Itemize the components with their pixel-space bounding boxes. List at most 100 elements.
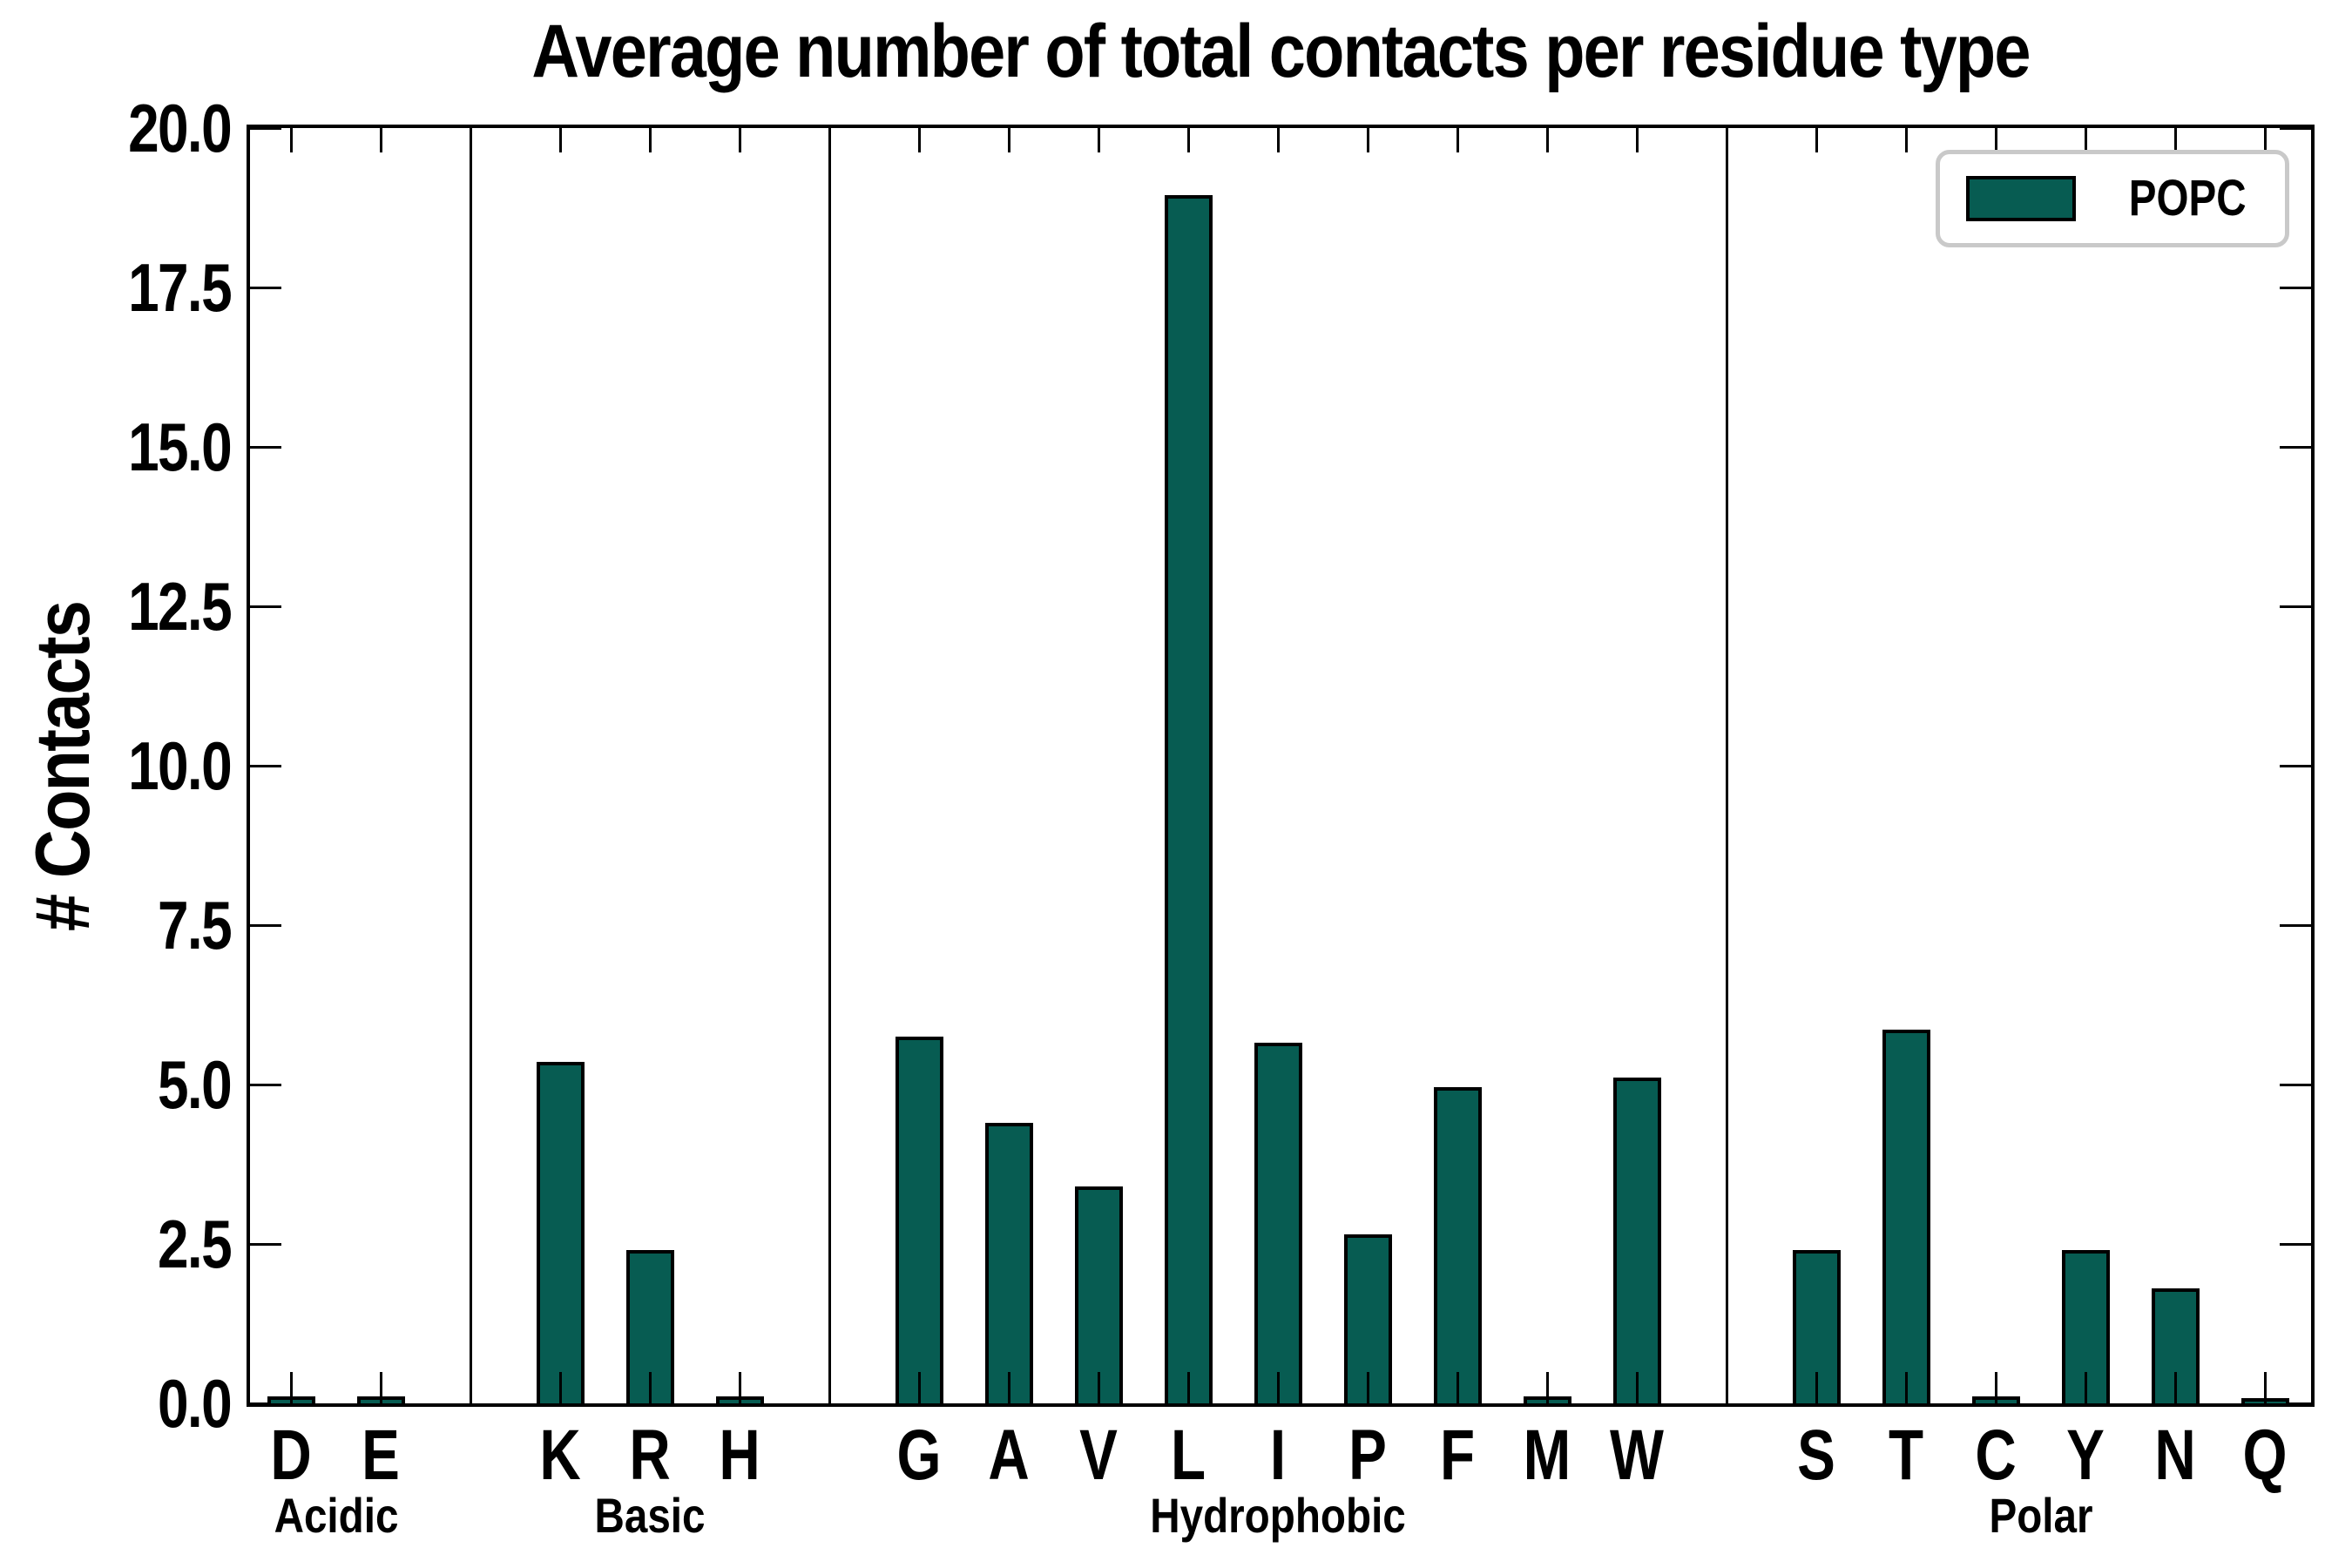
x-tick-label-Q: Q <box>2242 1416 2288 1495</box>
bar-L <box>1164 195 1213 1403</box>
y-major-tick <box>2280 764 2311 767</box>
x-bar-tick-top <box>1815 128 1818 152</box>
y-major-tick <box>250 286 281 289</box>
x-tick-label-L: L <box>1170 1416 1206 1495</box>
y-major-tick <box>250 445 281 449</box>
bar-G <box>895 1037 943 1403</box>
y-major-tick <box>2280 1242 2311 1246</box>
x-bar-tick <box>1276 1372 1280 1403</box>
bar-K <box>536 1062 585 1403</box>
y-tick-label: 15.0 <box>128 409 233 485</box>
bar-T <box>1882 1030 1930 1403</box>
x-tick-label-H: H <box>719 1416 760 1495</box>
plot-area: POPC <box>247 125 2315 1407</box>
x-tick-label-M: M <box>1523 1416 1571 1495</box>
x-bar-tick <box>1545 1372 1549 1403</box>
x-bar-tick <box>2084 1372 2087 1403</box>
x-bar-tick-top <box>1186 128 1190 152</box>
x-bar-tick-top <box>1545 128 1549 152</box>
y-major-tick <box>250 923 281 927</box>
x-bar-tick-top <box>2173 128 2177 152</box>
x-bar-tick-top <box>1994 128 1997 152</box>
x-bar-tick <box>1635 1372 1639 1403</box>
x-tick-label-A: A <box>988 1416 1030 1495</box>
bar-A <box>984 1123 1033 1403</box>
x-tick-label-F: F <box>1439 1416 1476 1495</box>
x-bar-tick <box>1007 1372 1010 1403</box>
x-bar-tick <box>1186 1372 1190 1403</box>
x-bar-tick <box>1994 1372 1997 1403</box>
y-major-tick <box>250 1242 281 1246</box>
x-bar-tick-top <box>1904 128 1908 152</box>
y-major-tick <box>2280 605 2311 608</box>
y-major-tick <box>250 1083 281 1086</box>
group-label-basic: Basic <box>594 1488 706 1543</box>
x-bar-tick-top <box>289 128 293 152</box>
group-separator <box>828 128 831 1403</box>
x-bar-tick-top <box>1366 128 1369 152</box>
y-tick-label: 17.5 <box>128 249 233 326</box>
group-separator <box>469 128 472 1403</box>
x-bar-tick <box>2173 1372 2177 1403</box>
x-bar-tick-top <box>738 128 741 152</box>
bar-P <box>1343 1234 1392 1403</box>
x-tick-label-Y: Y <box>2066 1416 2105 1495</box>
y-major-tick <box>2280 923 2311 927</box>
group-label-polar: Polar <box>1988 1488 2093 1543</box>
y-major-tick <box>2280 1083 2311 1086</box>
x-bar-tick <box>738 1372 741 1403</box>
y-major-tick <box>2280 286 2311 289</box>
y-major-tick <box>250 126 281 130</box>
chart-title: Average number of total contacts per res… <box>531 10 2031 93</box>
x-tick-label-S: S <box>1797 1416 1835 1495</box>
x-bar-tick-top <box>1456 128 1459 152</box>
x-tick-label-G: G <box>896 1416 942 1495</box>
x-bar-tick-top <box>558 128 562 152</box>
y-major-tick <box>250 764 281 767</box>
bar-W <box>1612 1078 1661 1403</box>
y-tick-label: 2.5 <box>158 1206 233 1282</box>
x-bar-tick-top <box>917 128 921 152</box>
y-tick-label: 7.5 <box>158 887 233 963</box>
group-label-acidic: Acidic <box>274 1488 398 1543</box>
x-bar-tick-top <box>2084 128 2087 152</box>
x-bar-tick-top <box>1007 128 1010 152</box>
legend: POPC <box>1935 150 2289 247</box>
y-major-tick <box>250 1402 281 1405</box>
x-tick-label-C: C <box>1975 1416 2017 1495</box>
x-bar-tick <box>1366 1372 1369 1403</box>
x-bar-tick <box>1097 1372 1100 1403</box>
y-tick-label: 5.0 <box>158 1046 233 1123</box>
x-tick-label-P: P <box>1348 1416 1387 1495</box>
x-bar-tick <box>379 1372 382 1403</box>
group-label-hydrophobic: Hydrophobic <box>1150 1488 1406 1543</box>
x-bar-tick-top <box>1097 128 1100 152</box>
y-major-tick <box>2280 445 2311 449</box>
bar-V <box>1074 1186 1123 1403</box>
x-bar-tick <box>1904 1372 1908 1403</box>
x-bar-tick <box>917 1372 921 1403</box>
y-major-tick <box>250 605 281 608</box>
x-bar-tick-top <box>648 128 652 152</box>
legend-swatch-popc <box>1965 176 2076 221</box>
x-tick-label-W: W <box>1610 1416 1664 1495</box>
legend-label: POPC <box>2128 170 2247 226</box>
y-tick-label: 20.0 <box>128 90 233 166</box>
x-tick-label-K: K <box>539 1416 581 1495</box>
x-bar-tick <box>558 1372 562 1403</box>
x-tick-label-T: T <box>1888 1416 1924 1495</box>
x-tick-label-R: R <box>629 1416 671 1495</box>
x-tick-label-N: N <box>2154 1416 2196 1495</box>
y-tick-label: 12.5 <box>128 568 233 645</box>
x-tick-label-I: I <box>1269 1416 1287 1495</box>
x-tick-label-V: V <box>1079 1416 1118 1495</box>
x-bar-tick <box>1815 1372 1818 1403</box>
y-tick-label: 10.0 <box>128 727 233 804</box>
x-bar-tick <box>2263 1372 2267 1403</box>
bar-F <box>1433 1087 1482 1403</box>
y-major-tick <box>2280 126 2311 130</box>
x-bar-tick-top <box>1276 128 1280 152</box>
y-major-tick <box>2280 1402 2311 1405</box>
group-separator <box>1725 128 1728 1403</box>
